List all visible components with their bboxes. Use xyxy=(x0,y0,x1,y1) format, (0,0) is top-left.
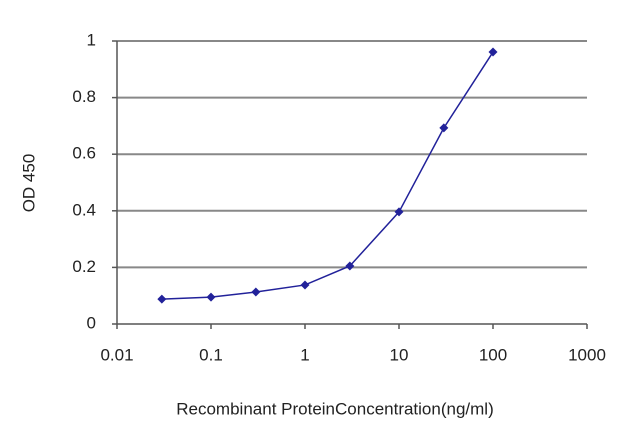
data-point xyxy=(439,123,449,133)
x-tick-label: 0.01 xyxy=(100,345,133,364)
data-point xyxy=(345,261,355,271)
x-tick-label: 10 xyxy=(390,345,409,364)
y-tick-label: 0.2 xyxy=(72,257,96,276)
data-point xyxy=(157,294,167,304)
y-tick-label: 0.4 xyxy=(72,200,96,219)
data-point xyxy=(206,292,216,302)
data-point xyxy=(300,280,310,290)
data-point xyxy=(251,287,261,297)
x-tick-label: 1 xyxy=(300,345,309,364)
y-tick-label: 0.6 xyxy=(72,144,96,163)
x-axis-label: Recombinant ProteinConcentration(ng/ml) xyxy=(176,399,494,418)
x-tick-label: 100 xyxy=(479,345,507,364)
x-tick-label: 0.1 xyxy=(199,345,223,364)
y-tick-label: 1 xyxy=(87,30,96,49)
y-tick-label: 0.8 xyxy=(72,87,96,106)
data-point xyxy=(394,207,404,217)
x-tick-label: 1000 xyxy=(568,345,606,364)
y-tick-label: 0 xyxy=(87,313,96,332)
y-axis-label: OD 450 xyxy=(19,154,38,213)
data-point xyxy=(488,47,498,57)
data-line xyxy=(161,51,494,300)
